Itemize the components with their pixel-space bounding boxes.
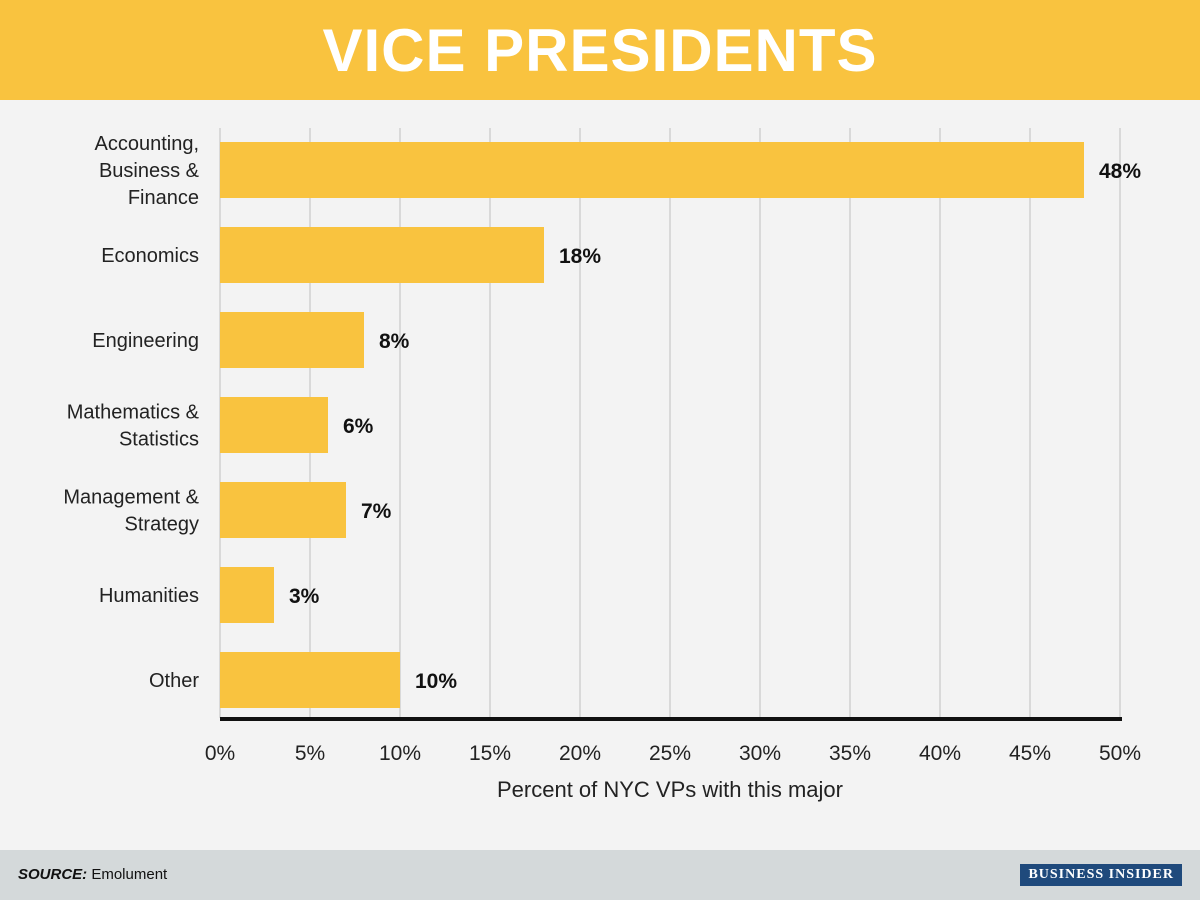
bar [220,142,1084,198]
x-tick-label: 25% [649,742,691,765]
x-tick-label: 15% [469,742,511,765]
category-label: Finance [128,187,199,209]
category-label: Management & [63,487,199,509]
chart-header: VICE PRESIDENTS [0,0,1200,100]
x-tick-label: 40% [919,742,961,765]
bar [220,482,346,538]
x-tick-label: 30% [739,742,781,765]
bar [220,652,400,708]
category-label: Humanities [99,585,199,607]
x-tick-label: 0% [205,742,235,765]
x-tick-label: 5% [295,742,325,765]
value-label: 7% [361,500,392,523]
category-label: Other [149,670,199,692]
bar-chart: 48% Accounting, Business & Finance 18% Econom… [63,128,1141,802]
value-label: 8% [379,330,410,353]
category-label: Accounting, [94,133,199,155]
source-label: SOURCE: [18,866,88,883]
chart-footer: SOURCE: Emolument BUSINESS INSIDER [0,850,1200,900]
bar [220,227,544,283]
category-label: Business & [99,160,200,182]
x-tick-label: 20% [559,742,601,765]
bar [220,312,364,368]
x-axis-title: Percent of NYC VPs with this major [497,777,843,802]
value-label: 6% [343,415,374,438]
x-tick-label: 35% [829,742,871,765]
value-label: 48% [1099,160,1141,183]
category-label: Statistics [119,429,199,451]
source-note: SOURCE: Emolument [18,866,167,883]
x-tick-label: 10% [379,742,421,765]
category-label: Strategy [125,514,199,536]
chart-title: VICE PRESIDENTS [322,16,878,84]
category-label: Economics [101,245,199,267]
x-tick-label: 45% [1009,742,1051,765]
value-label: 3% [289,585,320,608]
business-insider-logo: BUSINESS INSIDER [1020,864,1182,886]
value-label: 10% [415,670,457,693]
category-label: Engineering [92,330,199,352]
bar [220,567,274,623]
category-label: Mathematics & [67,402,200,424]
bar [220,397,328,453]
x-tick-label: 50% [1099,742,1141,765]
value-label: 18% [559,245,601,268]
source-value: Emolument [91,866,168,883]
